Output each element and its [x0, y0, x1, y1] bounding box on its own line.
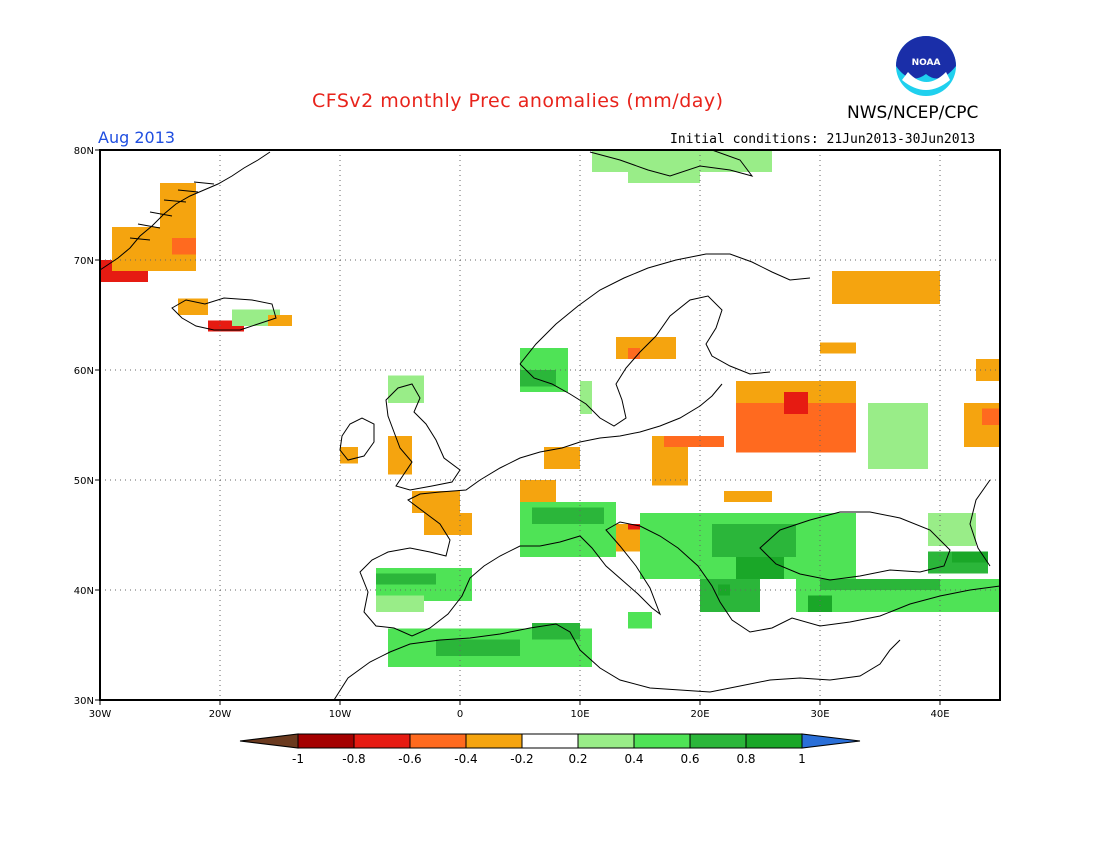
coastlines — [99, 149, 1001, 701]
lat-tick-label: 50N — [74, 476, 94, 487]
colorbar-segment — [577, 733, 635, 749]
map-gridlines — [100, 150, 1000, 700]
anomaly-patch — [268, 315, 292, 326]
anomaly-patch — [388, 375, 424, 403]
axis-ticks: 30N 40N 50N 60N 70N 80N 30W 20W 10W 0 10E 20E 30E 40E — [74, 146, 950, 720]
colorbar-segment — [689, 733, 747, 749]
anomaly-patch — [808, 595, 832, 612]
anomaly-patch — [376, 595, 424, 612]
lat-tick-label: 60N — [74, 366, 94, 377]
anomaly-patch — [976, 359, 1000, 381]
colorbar-segment — [633, 733, 691, 749]
anomaly-patch — [628, 524, 640, 530]
anomaly-patch — [172, 238, 196, 255]
colorbar-label: -0.4 — [454, 752, 477, 766]
colorbar-label: -0.8 — [342, 752, 365, 766]
anomaly-patch — [436, 639, 520, 656]
lon-tick-label: 10E — [570, 709, 589, 720]
lon-tick-label: 10W — [329, 709, 352, 720]
lat-tick-label: 70N — [74, 256, 94, 267]
lon-tick-label: 30E — [810, 709, 829, 720]
colorbar-label: 1 — [798, 752, 806, 766]
colorbar-segment — [353, 733, 411, 749]
map-frame — [99, 149, 1001, 701]
colorbar: -1 -0.8 -0.6 -0.4 -0.2 0.2 0.4 0.6 0.8 1 — [239, 733, 861, 766]
noaa-logo-text: NOAA — [912, 58, 941, 68]
lon-tick-label: 30W — [89, 709, 112, 720]
anomaly-patch — [388, 436, 412, 475]
anomaly-patch — [952, 551, 988, 563]
colorbar-segment — [745, 733, 803, 749]
colorbar-label: 0.6 — [680, 752, 699, 766]
colorbar-label: -1 — [292, 752, 304, 766]
lon-tick-label: 0 — [457, 709, 463, 720]
map-title: CFSv2 monthly Prec anomalies (mm/day) — [312, 90, 724, 112]
colorbar-label: -0.6 — [398, 752, 421, 766]
anomaly-patch — [868, 403, 928, 469]
anomaly-patch — [628, 172, 700, 183]
anomaly-patch — [736, 557, 784, 579]
anomaly-patch — [628, 348, 640, 359]
anomaly-patch — [664, 436, 724, 447]
colorbar-low-triangle — [239, 733, 299, 749]
anomaly-patch — [718, 584, 730, 596]
anomaly-patch — [208, 320, 244, 332]
anomaly-patch — [412, 491, 460, 513]
anomaly-patch — [376, 573, 436, 585]
anomaly-patch — [532, 507, 604, 524]
colorbar-segment — [409, 733, 467, 749]
initial-conditions: Initial conditions: 21Jun2013-30Jun2013 — [670, 132, 976, 147]
anomaly-patch — [424, 513, 472, 535]
anomaly-patch — [820, 342, 856, 354]
lon-tick-label: 40E — [930, 709, 949, 720]
colorbar-segment — [521, 733, 579, 749]
colorbar-label: 0.4 — [624, 752, 643, 766]
anomaly-patch — [982, 408, 1000, 425]
colorbar-label: -0.2 — [510, 752, 533, 766]
anomaly-patch — [628, 612, 652, 629]
noaa-logo: NOAA — [896, 36, 956, 96]
anomaly-patch — [340, 447, 358, 464]
colorbar-high-triangle — [801, 733, 861, 749]
anomaly-field — [100, 150, 1000, 667]
colorbar-label: 0.2 — [568, 752, 587, 766]
anomaly-patch — [832, 271, 940, 304]
anomaly-patch — [592, 150, 772, 172]
anomaly-patch — [616, 337, 676, 359]
lat-tick-label: 40N — [74, 586, 94, 597]
agency-label: NWS/NCEP/CPC — [847, 103, 979, 123]
anomaly-patch — [784, 392, 808, 414]
anomaly-patch — [724, 491, 772, 502]
anomaly-patch — [820, 579, 940, 590]
lat-tick-label: 80N — [74, 146, 94, 157]
lon-tick-label: 20E — [690, 709, 709, 720]
colorbar-label: 0.8 — [736, 752, 755, 766]
lat-tick-label: 30N — [74, 696, 94, 707]
anomaly-patch — [544, 447, 580, 469]
anomaly-patch — [532, 623, 580, 640]
colorbar-segment — [297, 733, 355, 749]
forecast-month: Aug 2013 — [98, 128, 176, 147]
lon-tick-label: 20W — [209, 709, 232, 720]
anomaly-patch — [928, 513, 976, 546]
colorbar-segment — [465, 733, 523, 749]
anomaly-patch — [580, 381, 592, 414]
